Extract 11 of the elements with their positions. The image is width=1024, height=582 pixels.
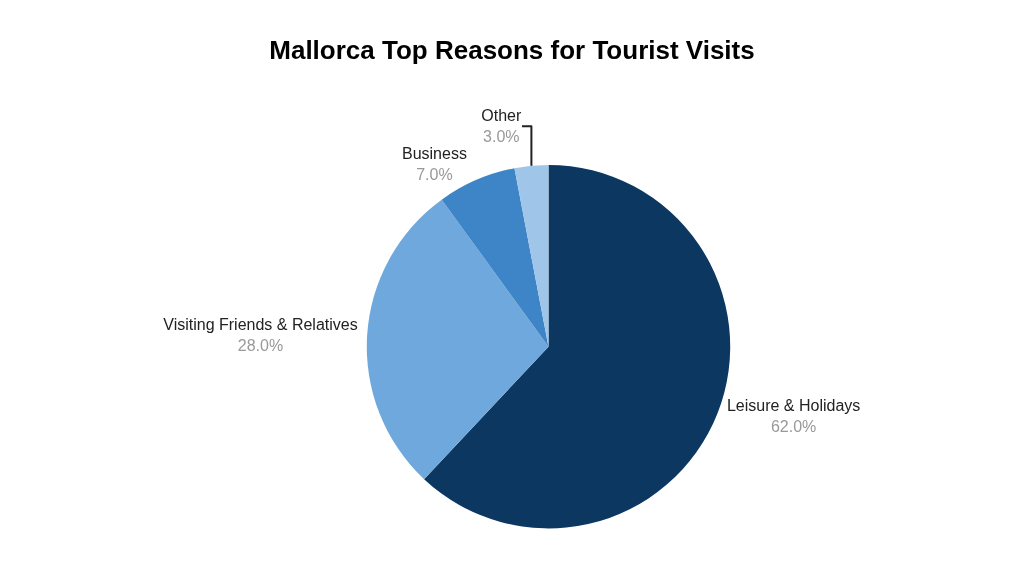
data-label: 7.0%	[416, 165, 453, 183]
chart-title: Mallorca Top Reasons for Tourist Visits	[269, 34, 755, 65]
pie-slice	[514, 164, 549, 347]
slice-label: Business	[401, 145, 467, 163]
slice-label: Leisure & Holidays	[726, 397, 861, 415]
data-label: 3.0%	[483, 128, 520, 146]
data-label: 62.0%	[770, 418, 817, 436]
slice-label: Other	[481, 107, 522, 125]
data-label: 28.0%	[237, 337, 284, 355]
slice-label: Visiting Friends & Relatives	[163, 316, 358, 334]
pie-slice	[367, 199, 549, 480]
